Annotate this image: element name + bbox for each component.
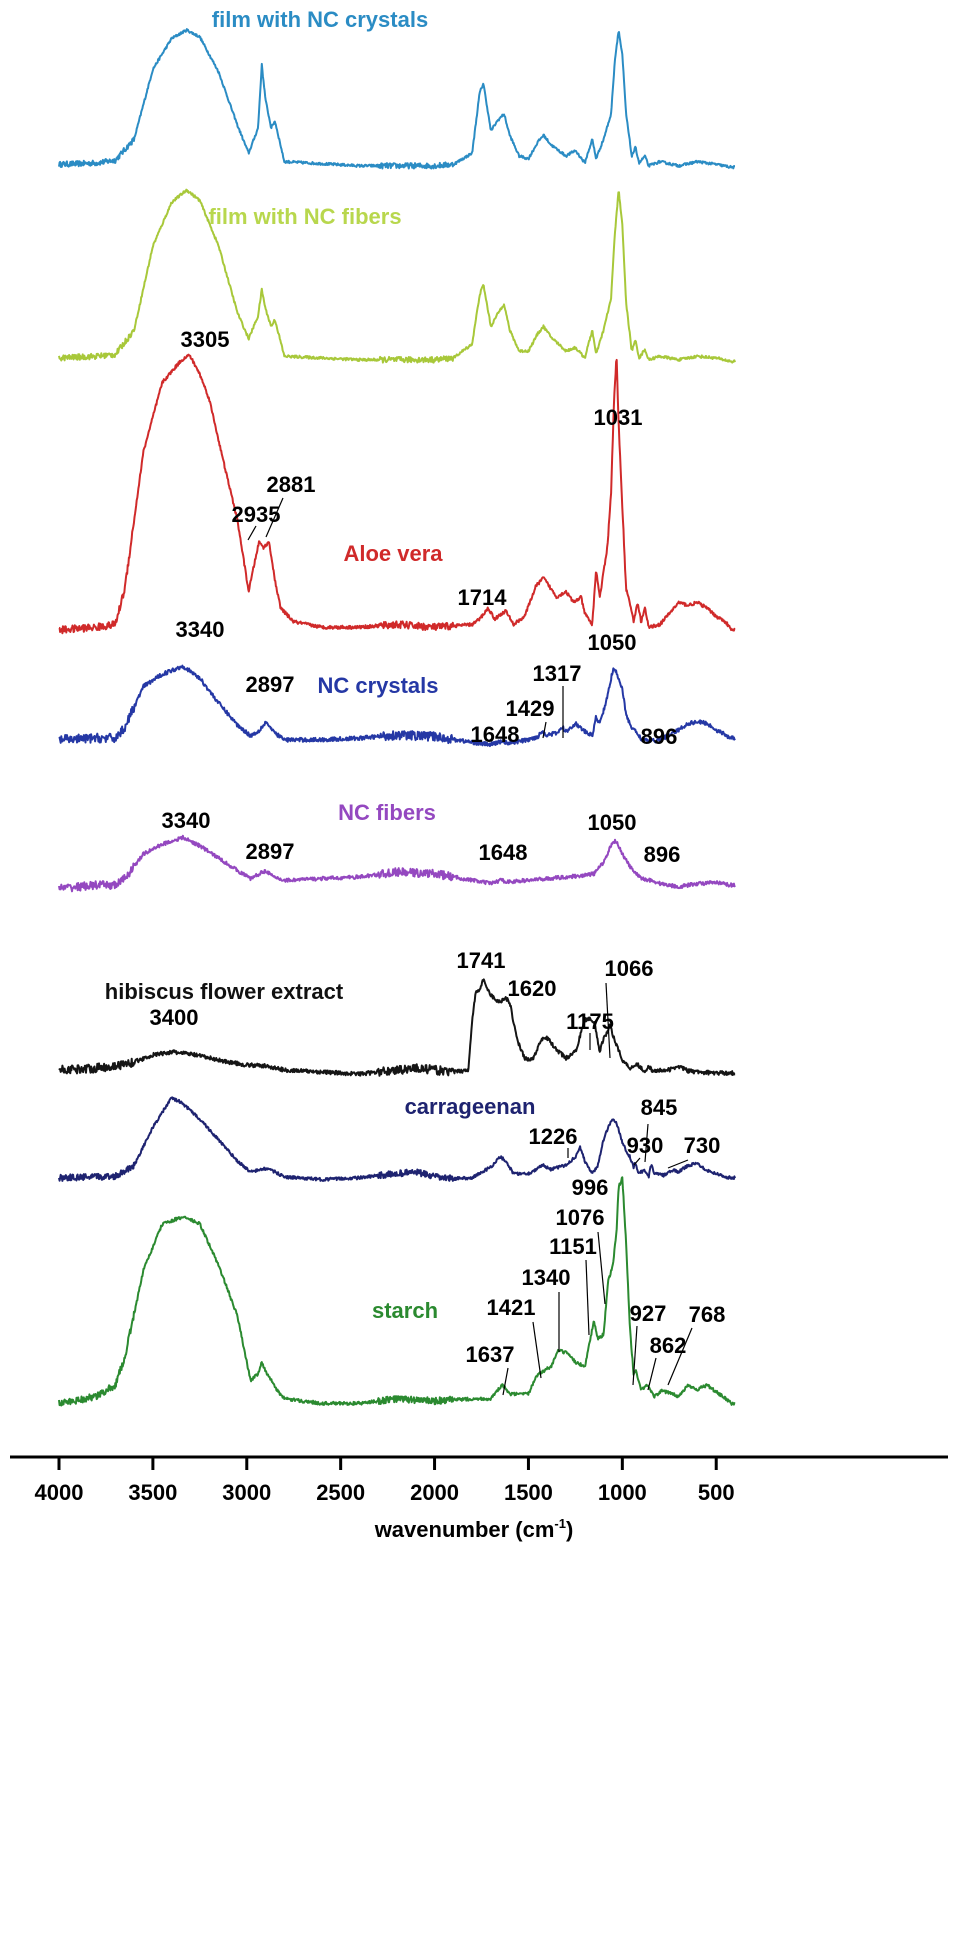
series-label-3: Aloe vera [343, 541, 443, 566]
x-axis: 4000 3500 3000 2500 2000 1500 1000 500 [10, 1455, 948, 1505]
x-tick-label-2500: 2500 [316, 1480, 365, 1505]
peak-label-3-1: 3305 [181, 327, 230, 352]
x-tick-label-2000: 2000 [410, 1480, 459, 1505]
peak-leader-8-1 [502, 1367, 509, 1396]
peak-label-5-2: 2897 [246, 839, 295, 864]
x-tick-label-3500: 3500 [128, 1480, 177, 1505]
peak-label-8-6: 927 [630, 1301, 667, 1326]
peak-leader-8-6 [632, 1325, 638, 1386]
peak-label-3-5: 1031 [594, 405, 643, 430]
series-label-1: film with NC crystals [212, 7, 428, 32]
series-label-8: starch [372, 1298, 438, 1323]
spectrum-line-1 [58, 28, 736, 170]
peak-leader-4-4 [542, 721, 547, 739]
peak-label-4-2: 2897 [246, 672, 295, 697]
peak-label-7-2: 845 [641, 1095, 678, 1120]
peak-label-6-3: 1620 [508, 976, 557, 1001]
peak-leader-8-5 [597, 1231, 606, 1305]
peak-label-8-7: 862 [650, 1333, 687, 1358]
x-tick-label-500: 500 [698, 1480, 735, 1505]
series-label-7: carrageenan [405, 1094, 536, 1119]
spectrum-line-4 [58, 664, 736, 748]
spectrum-line-3 [58, 353, 736, 635]
series-label-4: NC crystals [317, 673, 438, 698]
spectrum-line-8 [58, 1176, 736, 1407]
peak-label-6-1: 3400 [150, 1005, 199, 1030]
peak-label-8-5: 1076 [556, 1205, 605, 1230]
peak-label-5-4: 1050 [588, 810, 637, 835]
x-tick-label-1500: 1500 [504, 1480, 553, 1505]
peak-leader-8-4 [585, 1259, 590, 1336]
peak-label-6-4: 1175 [566, 1009, 614, 1034]
peak-leader-7-3 [633, 1157, 641, 1166]
peak-leader-7-4 [667, 1159, 689, 1169]
x-tick-label-4000: 4000 [35, 1480, 84, 1505]
spectrum-line-2 [58, 188, 736, 364]
peak-label-7-4: 730 [684, 1133, 721, 1158]
peak-label-7-3: 930 [627, 1133, 664, 1158]
peak-label-4-7: 896 [641, 724, 678, 749]
peak-leader-8-7 [647, 1357, 657, 1391]
peak-leader-6-5 [605, 982, 611, 1059]
peak-label-4-5: 1317 [533, 661, 582, 686]
peak-label-8-3: 1340 [522, 1265, 571, 1290]
peak-label-5-5: 896 [644, 842, 681, 867]
peak-label-6-2: 1741 [457, 948, 506, 973]
peak-label-7-5: 996 [572, 1175, 609, 1200]
peak-label-6-5: 1066 [605, 956, 654, 981]
series-label-2: film with NC fibers [208, 204, 401, 229]
peak-label-8-1: 1637 [466, 1342, 515, 1367]
series-label-5: NC fibers [338, 800, 436, 825]
peak-label-8-2: 1421 [487, 1295, 536, 1320]
peak-leader-3-3 [265, 497, 284, 538]
x-axis-title: wavenumber (cm-1) [374, 1516, 574, 1542]
spectra-group [58, 28, 736, 1407]
peak-label-5-1: 3340 [162, 808, 211, 833]
peak-leader-8-2 [532, 1321, 542, 1379]
peak-label-7-1: 1226 [529, 1124, 578, 1149]
x-tick-label-1000: 1000 [598, 1480, 647, 1505]
series-label-6: hibiscus flower extract [105, 979, 344, 1004]
peak-label-4-1: 3340 [176, 617, 225, 642]
peak-label-4-3: 1648 [471, 722, 520, 747]
peak-label-8-4: 1151 [549, 1234, 597, 1259]
peak-label-3-2: 2935 [232, 502, 281, 527]
peak-leader-8-8 [667, 1327, 693, 1386]
peak-label-4-6: 1050 [588, 630, 637, 655]
labels-group: film with NC crystals film with NC fibers… [105, 7, 726, 1396]
peak-label-5-3: 1648 [479, 840, 528, 865]
peak-label-3-4: 1714 [458, 585, 508, 610]
peak-label-8-8: 768 [689, 1302, 726, 1327]
spectrum-line-5 [58, 834, 736, 893]
peak-label-4-4: 1429 [506, 696, 555, 721]
x-tick-label-3000: 3000 [222, 1480, 271, 1505]
spectrum-line-6 [58, 978, 736, 1077]
peak-leader-7-2 [644, 1123, 649, 1163]
peak-leader-3-2 [247, 525, 257, 541]
peak-label-3-3: 2881 [267, 472, 316, 497]
spectrum-line-7 [58, 1096, 736, 1182]
